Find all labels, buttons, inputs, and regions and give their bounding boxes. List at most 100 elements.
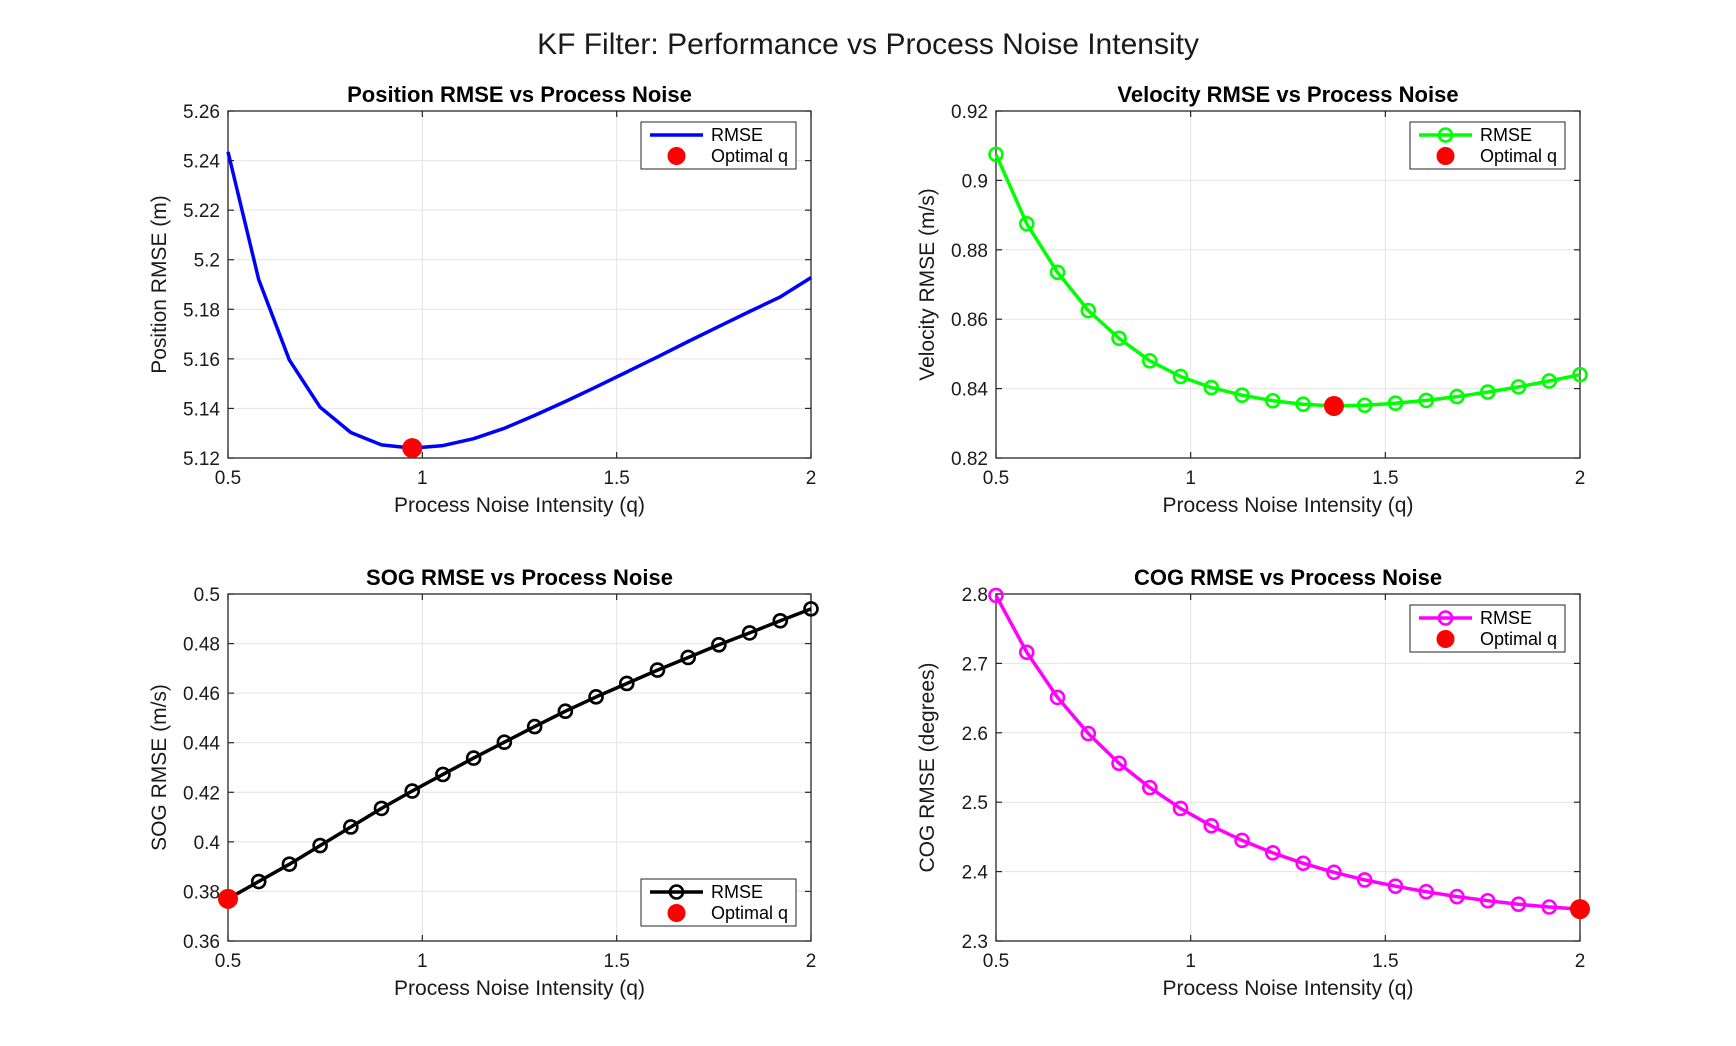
x-axis-label: Process Noise Intensity (q) <box>394 494 645 517</box>
data-point <box>1234 832 1250 849</box>
y-tick-label: 5.16 <box>183 350 220 371</box>
x-tick-label: 1 <box>1185 468 1196 489</box>
data-point <box>1018 644 1035 661</box>
x-axis-label: Process Noise Intensity (q) <box>1163 977 1414 1000</box>
y-axis-label: SOG RMSE (m/s) <box>148 684 171 851</box>
subplot-title: SOG RMSE vs Process Noise <box>366 565 673 590</box>
x-tick-label: 0.5 <box>983 951 1009 972</box>
x-tick-label: 1.5 <box>1372 951 1398 972</box>
data-point <box>526 718 543 735</box>
subplot-4: 0.5 1 1.5 2 2.3 2.4 2.5 2.6 2.7 2.8 COG RMSE vs Pr… <box>916 565 1590 1000</box>
y-tick-label: 0.82 <box>951 449 988 470</box>
legend-label-optimal: Optimal q <box>711 146 788 166</box>
data-point <box>1141 353 1158 369</box>
data-point <box>1418 883 1435 900</box>
x-tick-label: 2 <box>806 468 817 489</box>
data-point <box>1141 779 1158 796</box>
y-tick-label: 0.42 <box>183 783 220 804</box>
legend-box <box>640 121 797 170</box>
data-point <box>435 766 451 783</box>
axes-frame <box>227 110 812 459</box>
legend-label-rmse: RMSE <box>711 125 763 145</box>
x-tick-label: 1.5 <box>603 468 629 489</box>
data-point <box>1203 379 1220 396</box>
data-point <box>1356 872 1373 888</box>
x-tick-label: 2 <box>1575 468 1586 489</box>
y-tick-label: 2.6 <box>962 724 988 745</box>
data-point <box>1541 373 1558 389</box>
data-point <box>1541 899 1558 915</box>
axes-frame <box>995 110 1581 459</box>
data-point <box>711 637 727 653</box>
data-point <box>1018 215 1035 232</box>
data-point <box>1049 689 1066 706</box>
optimal-marker <box>402 438 423 459</box>
data-point <box>1080 302 1097 319</box>
data-point <box>618 675 635 692</box>
y-tick-label: 5.12 <box>183 449 220 470</box>
legend-optimal-swatch <box>1436 630 1455 648</box>
data-point <box>1234 387 1250 403</box>
data-point <box>988 146 1004 163</box>
optimal-marker <box>1323 395 1344 416</box>
y-tick-label: 0.36 <box>183 932 220 953</box>
subplot-3: 0.5 1 1.5 2 0.36 0.38 0.4 0.42 0.44 0.46 0.48 0.5 SO… <box>148 565 819 1000</box>
y-axis-label: COG RMSE (degrees) <box>916 662 939 872</box>
y-tick-label: 2.5 <box>962 793 988 814</box>
data-point <box>404 783 421 799</box>
x-tick-label: 2 <box>1575 951 1586 972</box>
data-point <box>1479 384 1496 400</box>
data-point <box>1080 725 1097 742</box>
legend-label-rmse: RMSE <box>1480 125 1532 145</box>
y-tick-label: 0.86 <box>951 310 988 331</box>
y-tick-label: 0.44 <box>183 734 220 755</box>
data-point <box>557 703 574 720</box>
x-tick-label: 0.5 <box>215 468 241 489</box>
x-tick-label: 1 <box>417 951 428 972</box>
data-point <box>803 601 819 617</box>
data-point <box>1295 396 1311 413</box>
y-axis-label: Velocity RMSE (m/s) <box>916 188 939 381</box>
data-point <box>1265 392 1281 409</box>
figure-title: KF Filter: Performance vs Process Noise … <box>537 28 1199 61</box>
y-tick-label: 0.9 <box>962 171 988 192</box>
y-tick-label: 5.2 <box>194 251 220 272</box>
y-tick-label: 5.26 <box>183 102 220 123</box>
optimal-marker <box>1570 899 1590 920</box>
data-point <box>1418 392 1435 409</box>
subplot-title: Velocity RMSE vs Process Noise <box>1117 82 1458 107</box>
y-tick-label: 0.48 <box>183 635 220 656</box>
y-tick-label: 0.38 <box>183 882 220 903</box>
y-tick-label: 2.3 <box>962 932 988 953</box>
legend-label-optimal: Optimal q <box>711 903 788 923</box>
data-point <box>373 800 390 817</box>
x-tick-label: 0.5 <box>983 468 1009 489</box>
data-point <box>772 612 789 629</box>
data-point <box>496 734 513 751</box>
x-tick-label: 1.5 <box>603 951 629 972</box>
legend-label-optimal: Optimal q <box>1480 146 1557 166</box>
y-tick-label: 5.22 <box>183 201 220 222</box>
x-tick-label: 1 <box>417 468 428 489</box>
data-point <box>988 587 1004 604</box>
data-point <box>649 662 666 678</box>
legend-marker-swatch <box>668 884 685 900</box>
data-point <box>1049 264 1066 281</box>
legend-optimal-swatch <box>1436 147 1455 165</box>
legend-label-rmse: RMSE <box>711 882 763 902</box>
data-point <box>1295 855 1311 872</box>
x-axis-label: Process Noise Intensity (q) <box>394 977 645 1000</box>
optimal-marker <box>218 888 238 909</box>
y-tick-label: 0.46 <box>183 684 220 705</box>
y-tick-label: 2.8 <box>962 585 988 606</box>
subplot-2: 0.5 1 1.5 2 0.82 0.84 0.86 0.88 0.9 0.92 Velocity … <box>916 82 1588 517</box>
data-point <box>1326 864 1342 881</box>
data-point <box>1172 368 1189 385</box>
legend-marker-swatch <box>1437 610 1454 626</box>
x-tick-label: 1 <box>1185 951 1196 972</box>
subplot-title: Position RMSE vs Process Noise <box>347 82 692 107</box>
x-tick-label: 1.5 <box>1372 468 1398 489</box>
